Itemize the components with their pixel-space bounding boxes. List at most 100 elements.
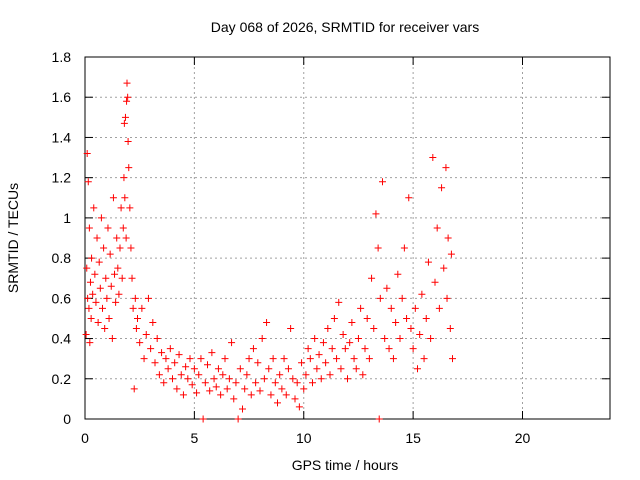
data-point (84, 294, 92, 302)
data-point (184, 375, 192, 383)
data-point (108, 335, 116, 343)
data-point (190, 365, 198, 373)
data-points (82, 79, 456, 423)
data-point (104, 224, 112, 232)
data-point (276, 371, 284, 379)
data-point (201, 379, 209, 387)
data-point (424, 258, 432, 266)
data-point (225, 375, 233, 383)
data-point (300, 385, 308, 393)
y-axis-label: SRMTID / TECUs (5, 183, 21, 293)
data-point (136, 339, 144, 347)
data-point (311, 335, 319, 343)
y-tick-label: 0 (63, 411, 71, 427)
data-point (158, 349, 166, 357)
data-point (210, 375, 218, 383)
data-point (105, 314, 113, 322)
x-tick-label: 5 (190, 430, 198, 446)
data-point (114, 264, 122, 272)
data-point (359, 371, 367, 379)
y-tick-label: 0.8 (52, 250, 72, 266)
data-point (392, 318, 400, 326)
data-point (365, 355, 373, 363)
data-point (447, 250, 455, 258)
data-point (217, 391, 225, 399)
data-point (175, 351, 183, 359)
data-point (446, 325, 454, 332)
data-point (442, 164, 450, 172)
data-point (361, 345, 369, 353)
grid (85, 57, 610, 419)
data-point (289, 375, 297, 383)
data-point (319, 339, 327, 347)
data-point (354, 335, 362, 343)
data-point (171, 359, 179, 367)
data-point (337, 365, 345, 373)
y-tick-label: 1 (63, 210, 71, 226)
data-point (121, 194, 129, 202)
data-point (160, 379, 168, 387)
data-point (278, 385, 286, 393)
data-point (169, 375, 176, 383)
data-point (131, 294, 139, 302)
x-tick-label: 20 (515, 430, 531, 446)
data-point (153, 335, 161, 343)
data-point (295, 403, 303, 411)
data-point (177, 371, 185, 379)
data-point (389, 355, 397, 363)
data-point (234, 415, 242, 423)
data-point (186, 355, 194, 363)
data-point (302, 371, 310, 379)
data-point (124, 137, 132, 145)
data-point (350, 355, 358, 363)
data-point (97, 214, 105, 222)
data-point (372, 210, 380, 218)
data-point (214, 365, 222, 373)
data-point (113, 234, 121, 242)
data-point (252, 379, 260, 387)
data-point (123, 97, 131, 105)
data-point (414, 365, 421, 373)
data-point (149, 318, 157, 326)
data-point (100, 244, 108, 252)
data-point (83, 150, 91, 158)
data-point (411, 304, 419, 312)
data-point (317, 375, 325, 383)
data-point (193, 389, 201, 397)
data-point (95, 258, 103, 266)
data-point (130, 385, 138, 393)
data-point (298, 359, 306, 367)
data-point (206, 387, 214, 395)
data-point (188, 381, 196, 389)
data-point (228, 339, 236, 347)
data-point (223, 385, 231, 393)
data-point (134, 314, 141, 322)
data-point (324, 325, 332, 332)
data-point (291, 395, 299, 403)
data-point (232, 379, 240, 387)
data-point (89, 290, 97, 298)
data-point (91, 270, 99, 278)
data-point (179, 391, 187, 399)
data-point (123, 79, 131, 87)
data-point (195, 371, 203, 379)
data-point (116, 244, 124, 252)
data-point (138, 304, 146, 312)
data-point (111, 270, 119, 278)
chart-title: Day 068 of 2026, SRMTID for receiver var… (211, 19, 479, 35)
data-point (416, 331, 424, 339)
data-point (375, 415, 383, 423)
data-point (147, 345, 155, 353)
data-point (112, 298, 120, 306)
y-tick-label: 1.6 (52, 89, 72, 105)
data-point (239, 405, 246, 413)
data-point (260, 375, 268, 383)
data-point (256, 387, 264, 395)
data-point (142, 331, 150, 339)
data-point (306, 355, 314, 363)
data-point (90, 204, 98, 212)
data-point (182, 363, 190, 371)
data-point (236, 365, 244, 373)
x-axis-label: GPS time / hours (292, 457, 399, 473)
data-point (309, 379, 316, 387)
